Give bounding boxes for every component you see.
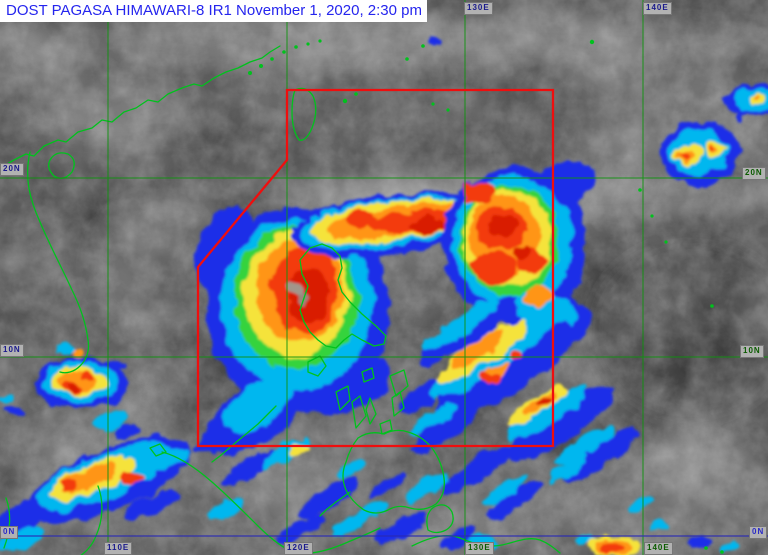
coastline-malaya — [3, 497, 11, 549]
northeast-corner-cluster — [660, 83, 768, 185]
coastline-masbate — [361, 367, 375, 383]
lon-label-bottom-110e: 110E — [104, 542, 133, 555]
coastline-cebu — [365, 397, 377, 425]
small-islands — [248, 39, 724, 554]
lon-label-bottom-120e: 120E — [284, 542, 313, 555]
coastline-mindanao — [319, 429, 445, 517]
lon-label-bottom-130e: 130E — [465, 542, 494, 555]
par-boundary — [196, 88, 555, 448]
title-bar: DOST PAGASA HIMAWARI-8 IR1 November 1, 2… — [0, 0, 427, 22]
lat-label-left-10n: 10N — [0, 344, 24, 357]
lon-label-top-130e: 130E — [464, 2, 493, 15]
image-title: DOST PAGASA HIMAWARI-8 IR1 November 1, 2… — [6, 2, 427, 19]
convection-color-layer — [0, 37, 768, 555]
coastline-luzon — [299, 243, 387, 349]
coastline-leyte — [391, 391, 405, 417]
lat-label-right-0n: 0N — [749, 526, 768, 539]
coastline-bohol — [379, 419, 393, 435]
coastline-panay — [335, 385, 351, 411]
coastline-hainan — [48, 152, 75, 179]
lat-label-left-20n: 20N — [0, 163, 24, 176]
lat-label-right-10n: 10N — [740, 345, 764, 358]
lon-label-bottom-140e: 140E — [644, 542, 673, 555]
lon-label-top-140e: 140E — [643, 2, 672, 15]
lat-label-right-20n: 20N — [742, 167, 766, 180]
coastline-china — [0, 45, 281, 169]
convective-band — [290, 192, 490, 258]
coastline-negros — [351, 395, 367, 429]
coastline-vietnam — [27, 151, 90, 374]
coastline-taiwan — [291, 87, 317, 141]
lat-label-left-0n: 0N — [0, 526, 19, 539]
eastern-storm-cluster — [443, 161, 594, 348]
coastline-samar — [389, 369, 409, 397]
southeast-rainbands — [399, 295, 639, 521]
